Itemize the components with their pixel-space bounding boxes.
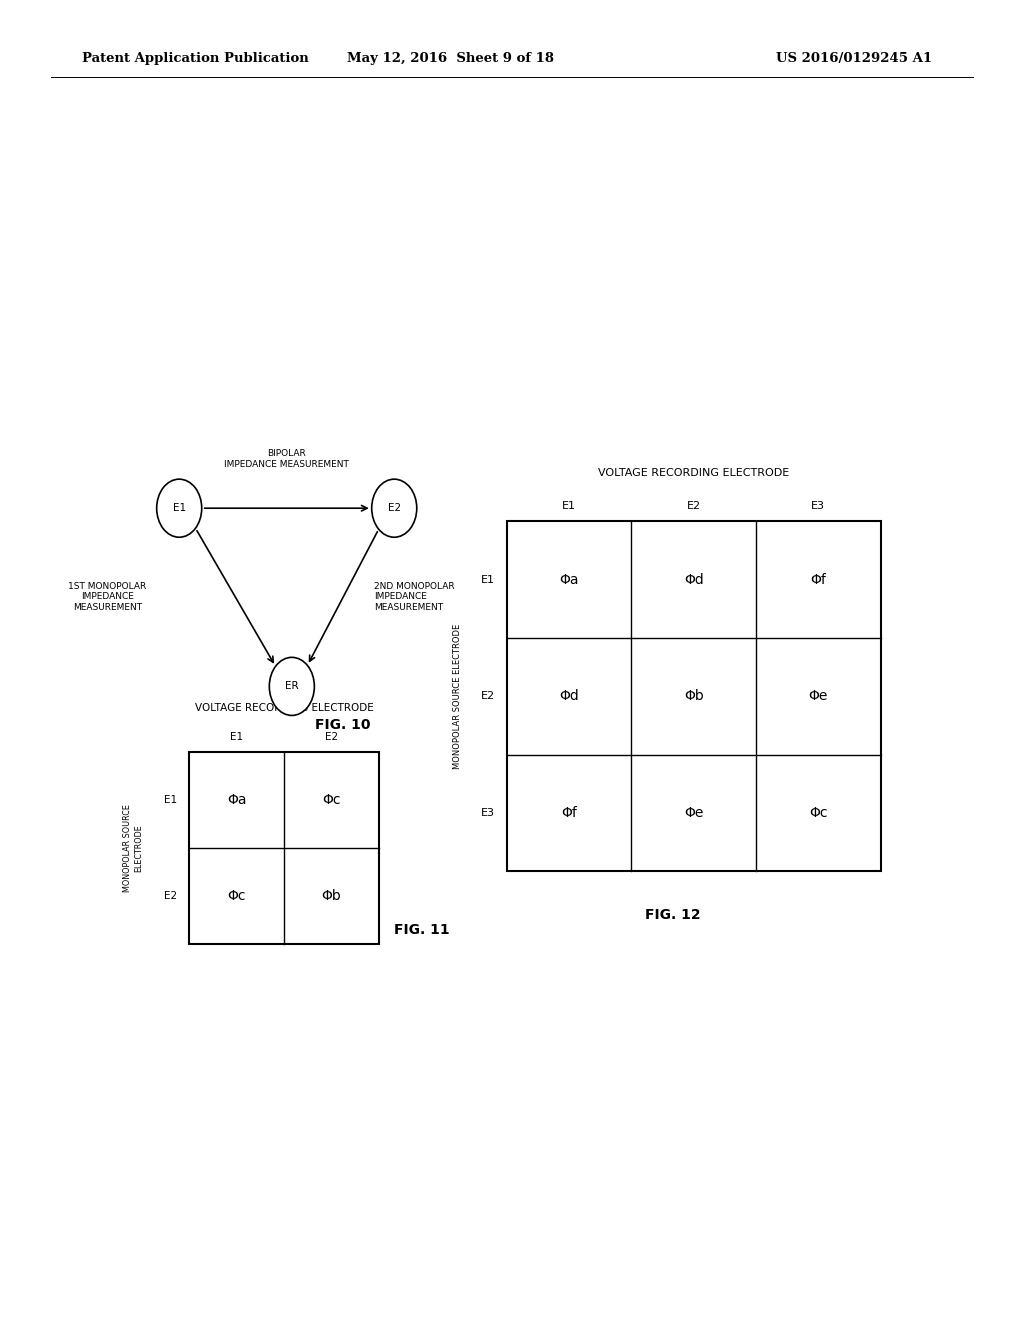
Text: Φc: Φc xyxy=(323,793,341,808)
Text: Φe: Φe xyxy=(809,689,828,704)
Text: Φb: Φb xyxy=(322,888,341,903)
Text: VOLTAGE RECORDING ELECTRODE: VOLTAGE RECORDING ELECTRODE xyxy=(598,467,790,478)
Text: VOLTAGE RECORDING ELECTRODE: VOLTAGE RECORDING ELECTRODE xyxy=(195,702,374,713)
Text: FIG. 10: FIG. 10 xyxy=(315,718,371,733)
Text: Φe: Φe xyxy=(684,807,703,820)
Text: Φa: Φa xyxy=(227,793,247,808)
Text: MONOPOLAR SOURCE
ELECTRODE: MONOPOLAR SOURCE ELECTRODE xyxy=(124,804,142,892)
Text: May 12, 2016  Sheet 9 of 18: May 12, 2016 Sheet 9 of 18 xyxy=(347,51,554,65)
Circle shape xyxy=(157,479,202,537)
Text: E1: E1 xyxy=(164,795,177,805)
Bar xyxy=(189,752,379,944)
Circle shape xyxy=(372,479,417,537)
Text: ER: ER xyxy=(285,681,299,692)
Text: E2: E2 xyxy=(388,503,400,513)
Text: Φc: Φc xyxy=(227,888,246,903)
Text: Φf: Φf xyxy=(561,807,578,820)
Text: E2: E2 xyxy=(687,500,700,511)
Text: E1: E1 xyxy=(480,574,495,585)
Text: FIG. 12: FIG. 12 xyxy=(645,908,701,923)
Text: E3: E3 xyxy=(811,500,825,511)
Text: 1ST MONOPOLAR
IMPEDANCE
MEASUREMENT: 1ST MONOPOLAR IMPEDANCE MEASUREMENT xyxy=(69,582,146,611)
Text: US 2016/0129245 A1: US 2016/0129245 A1 xyxy=(776,51,932,65)
Text: MONOPOLAR SOURCE ELECTRODE: MONOPOLAR SOURCE ELECTRODE xyxy=(454,623,462,770)
Text: E1: E1 xyxy=(562,500,577,511)
Text: 2ND MONOPOLAR
IMPEDANCE
MEASUREMENT: 2ND MONOPOLAR IMPEDANCE MEASUREMENT xyxy=(374,582,455,611)
Text: Φf: Φf xyxy=(810,573,826,586)
Text: BIPOLAR
IMPEDANCE MEASUREMENT: BIPOLAR IMPEDANCE MEASUREMENT xyxy=(224,449,349,469)
Bar xyxy=(507,521,881,871)
Text: FIG. 11: FIG. 11 xyxy=(394,923,450,937)
Text: Φd: Φd xyxy=(684,573,703,586)
Text: E1: E1 xyxy=(230,731,244,742)
Text: E3: E3 xyxy=(480,808,495,818)
Circle shape xyxy=(269,657,314,715)
Text: E2: E2 xyxy=(164,891,177,902)
Text: Φc: Φc xyxy=(809,807,827,820)
Text: E2: E2 xyxy=(480,692,495,701)
Text: E2: E2 xyxy=(325,731,338,742)
Text: E1: E1 xyxy=(173,503,185,513)
Text: Φb: Φb xyxy=(684,689,703,704)
Text: Φa: Φa xyxy=(559,573,579,586)
Text: Patent Application Publication: Patent Application Publication xyxy=(82,51,308,65)
Text: Φd: Φd xyxy=(559,689,579,704)
